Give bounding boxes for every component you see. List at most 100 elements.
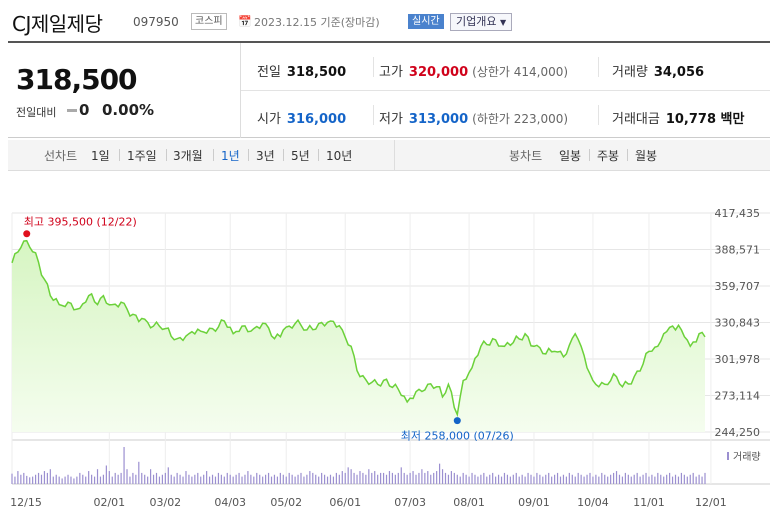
volume-bar: [91, 474, 93, 484]
volume-bar: [144, 474, 146, 484]
volume-bar: [604, 474, 606, 484]
chevron-down-icon: ▼: [499, 18, 507, 27]
volume-bar: [692, 472, 694, 484]
volume-bar: [262, 476, 264, 484]
volume-bar: [279, 472, 281, 484]
no-change-icon: [67, 109, 77, 112]
volume-bar: [335, 472, 337, 484]
volume-bar: [167, 467, 169, 484]
y-tick-label: 359,707: [715, 280, 761, 293]
volume-bar: [471, 472, 473, 484]
trade-value-label: 거래대금: [612, 112, 660, 127]
tab-1w[interactable]: 1주일: [127, 149, 157, 163]
tab-10y[interactable]: 10년: [326, 149, 353, 163]
volume-bar: [415, 474, 417, 484]
volume-bar: [421, 469, 423, 484]
volume-bar: [648, 476, 650, 484]
volume-bar: [468, 476, 470, 484]
tab-1y[interactable]: 1년: [221, 149, 240, 163]
volume-bar: [303, 476, 305, 484]
volume-bar: [241, 476, 243, 484]
volume-bar: [220, 474, 222, 484]
column-divider: [373, 57, 374, 77]
tab-weekly[interactable]: 주봉: [597, 149, 620, 163]
volume-bar: [267, 472, 270, 484]
tab-3m[interactable]: 3개월: [173, 149, 203, 163]
volume-bar: [341, 471, 343, 484]
volume-bar: [674, 474, 677, 484]
volume-bar: [601, 472, 603, 484]
volume-bar: [409, 472, 411, 484]
volume-bar: [185, 471, 187, 484]
volume-bar: [126, 469, 128, 484]
volume-bar: [418, 472, 420, 484]
price-line: [11, 239, 706, 418]
volume-bar: [492, 472, 494, 484]
column-divider: [373, 105, 374, 125]
volume-bar: [170, 474, 172, 484]
volume-bar: [362, 472, 364, 484]
volume-bar: [150, 469, 152, 484]
volume-bar: [574, 476, 576, 484]
volume-bar: [208, 476, 211, 484]
low-value: 313,000: [408, 112, 469, 127]
volume-bar: [164, 472, 166, 484]
volume-legend-swatch: [727, 452, 729, 460]
volume-bar: [436, 471, 438, 484]
min-label: 최저 258,000 (07/26): [401, 430, 514, 443]
volume-bar: [512, 474, 514, 484]
volume-bar: [20, 474, 22, 484]
x-tick-label: 12/15: [10, 496, 42, 509]
volume-bar: [382, 472, 385, 484]
volume-bar: [52, 476, 54, 484]
tab-divider: [119, 149, 120, 161]
company-overview-button[interactable]: 기업개요 ▼: [450, 13, 513, 31]
tab-3y[interactable]: 3년: [256, 149, 275, 163]
volume-bar: [182, 476, 184, 484]
y-tick-label: 301,978: [715, 353, 761, 366]
volume-bar: [321, 472, 323, 484]
volume-bar: [297, 474, 299, 484]
volume-bar: [129, 476, 131, 484]
volume-bar: [238, 472, 240, 484]
open-value: 316,000: [286, 112, 347, 127]
volume-bar: [226, 472, 228, 484]
volume-bar: [533, 476, 535, 484]
volume-bar: [312, 472, 314, 484]
volume-bar: [203, 474, 205, 484]
volume-bar: [288, 472, 290, 484]
high-value: 320,000: [408, 65, 469, 80]
stock-code: 097950: [133, 15, 179, 29]
volume-bar: [480, 474, 482, 484]
volume-bar: [633, 474, 635, 484]
volume-bar: [704, 472, 706, 484]
candle-chart-label: 봉차트: [509, 149, 543, 163]
volume-bar: [589, 472, 591, 484]
realtime-button[interactable]: 실시간: [408, 14, 444, 29]
calendar-icon: 📅: [238, 15, 252, 28]
volume-bar: [368, 469, 370, 484]
tab-divider: [166, 149, 167, 161]
volume-bar: [657, 472, 659, 484]
tab-1d[interactable]: 1일: [91, 149, 110, 163]
volume-bar: [698, 474, 700, 484]
volume-bar: [99, 476, 102, 484]
volume-bar: [394, 474, 396, 484]
column-divider: [598, 57, 599, 77]
tab-5y[interactable]: 5년: [291, 149, 310, 163]
volume-bar: [67, 474, 69, 484]
company-overview-label: 기업개요: [456, 15, 497, 28]
volume-bar: [173, 476, 175, 484]
tab-daily[interactable]: 일봉: [559, 149, 582, 163]
tab-monthly[interactable]: 월봉: [635, 149, 658, 163]
change-value: 0: [79, 101, 90, 119]
volume-bar: [459, 476, 461, 484]
volume-bar: [344, 472, 346, 484]
company-name: CJ제일제당: [12, 12, 103, 36]
volume-bar: [206, 471, 208, 484]
extreme-markers: 최고 395,500 (12/22) 최저 258,000 (07/26): [23, 216, 514, 443]
volume-bar: [256, 472, 258, 484]
volume-bar: [188, 474, 190, 484]
volume-bar: [309, 471, 311, 484]
